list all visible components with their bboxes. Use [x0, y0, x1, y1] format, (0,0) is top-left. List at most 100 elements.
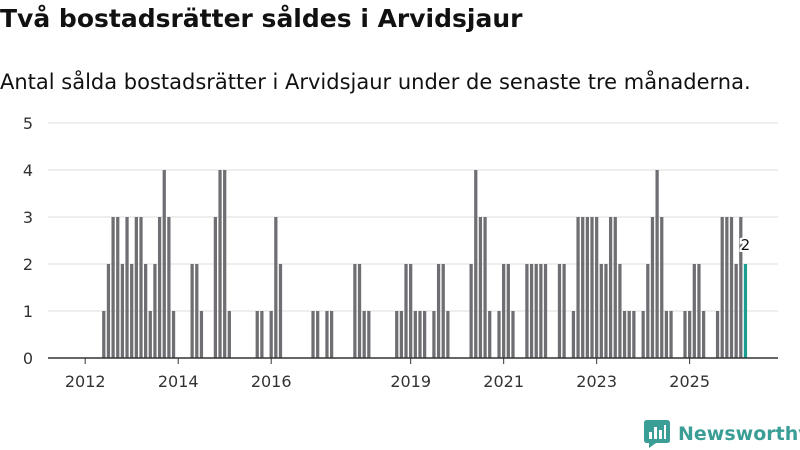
bar — [697, 264, 701, 358]
bar — [534, 264, 538, 358]
bar — [269, 311, 273, 358]
bar — [683, 311, 687, 358]
bar — [130, 264, 134, 358]
bar — [488, 311, 492, 358]
bar — [213, 217, 218, 358]
bar — [539, 264, 543, 358]
bar — [525, 264, 529, 358]
y-tick-label: 5 — [23, 114, 33, 133]
bar — [729, 217, 734, 358]
bar — [655, 170, 659, 358]
bar — [432, 311, 436, 358]
bar — [734, 264, 738, 358]
bar — [102, 311, 106, 358]
bar — [622, 311, 627, 358]
bar — [725, 217, 729, 358]
bar — [148, 311, 152, 358]
bar — [660, 217, 664, 358]
bar — [134, 217, 138, 358]
bar — [330, 311, 334, 358]
bar — [418, 311, 422, 358]
x-tick-label: 2025 — [669, 372, 710, 391]
bar — [474, 170, 478, 358]
bar — [613, 217, 617, 358]
bar — [599, 264, 603, 358]
bar — [139, 217, 143, 358]
bar — [116, 217, 120, 358]
bar — [190, 264, 194, 358]
bar — [469, 264, 473, 358]
bar — [446, 311, 450, 358]
bar — [195, 264, 199, 358]
bar — [627, 311, 631, 358]
bar — [316, 311, 320, 358]
bar — [608, 217, 613, 358]
y-tick-label: 2 — [23, 255, 33, 274]
bar — [646, 264, 650, 358]
bar — [125, 217, 129, 358]
bar — [529, 264, 534, 358]
highlight-value-label: 2 — [741, 236, 751, 254]
bar — [120, 264, 125, 358]
bar — [413, 311, 417, 358]
bar — [571, 311, 576, 358]
bar — [227, 311, 231, 358]
bar — [162, 170, 166, 358]
newsworthy-brand[interactable]: Newsworthy — [644, 420, 800, 448]
chart-subtitle: Antal sålda bostadsrätter i Arvidsjaur u… — [0, 70, 751, 94]
bar — [506, 264, 510, 358]
bar — [641, 311, 645, 358]
bar — [585, 217, 589, 358]
bar — [353, 264, 357, 358]
bar — [171, 311, 176, 358]
brand-name: Newsworthy — [678, 423, 800, 445]
x-tick-label: 2014 — [158, 372, 199, 391]
bar — [650, 217, 655, 358]
bar — [422, 311, 427, 358]
bar — [167, 217, 171, 358]
bar — [590, 217, 594, 358]
bar — [581, 217, 585, 358]
bar — [357, 264, 362, 358]
bar — [157, 217, 162, 358]
bar — [543, 264, 548, 358]
y-tick-label: 4 — [23, 161, 33, 180]
x-tick-label: 2012 — [65, 372, 106, 391]
bar — [502, 264, 506, 358]
bar — [395, 311, 399, 358]
bar — [478, 217, 483, 358]
bar — [692, 264, 696, 358]
bar — [701, 311, 706, 358]
bar — [199, 311, 204, 358]
bar — [497, 311, 501, 358]
y-tick-label: 1 — [23, 302, 33, 321]
bar — [274, 217, 278, 358]
chart-title: Två bostadsrätter såldes i Arvidsjaur — [0, 4, 523, 33]
bar — [483, 217, 487, 358]
bar — [604, 264, 608, 358]
bar — [511, 311, 515, 358]
bar — [595, 217, 599, 358]
bar — [669, 311, 673, 358]
y-tick-label: 0 — [23, 349, 33, 368]
bar — [715, 311, 720, 358]
bar — [409, 264, 413, 358]
bar — [557, 264, 562, 358]
bar — [367, 311, 371, 358]
newsworthy-logo-icon — [644, 420, 670, 448]
bar — [632, 311, 636, 358]
bar — [618, 264, 622, 358]
bar — [688, 311, 692, 358]
bar — [441, 264, 445, 358]
highlight-bar — [743, 264, 748, 358]
y-tick-label: 3 — [23, 208, 33, 227]
bar — [218, 170, 222, 358]
bar — [153, 264, 157, 358]
x-tick-label: 2019 — [390, 372, 431, 391]
bar — [362, 311, 366, 358]
x-tick-label: 2021 — [483, 372, 524, 391]
bar — [255, 311, 259, 358]
bar — [260, 311, 264, 358]
bar — [664, 311, 669, 358]
